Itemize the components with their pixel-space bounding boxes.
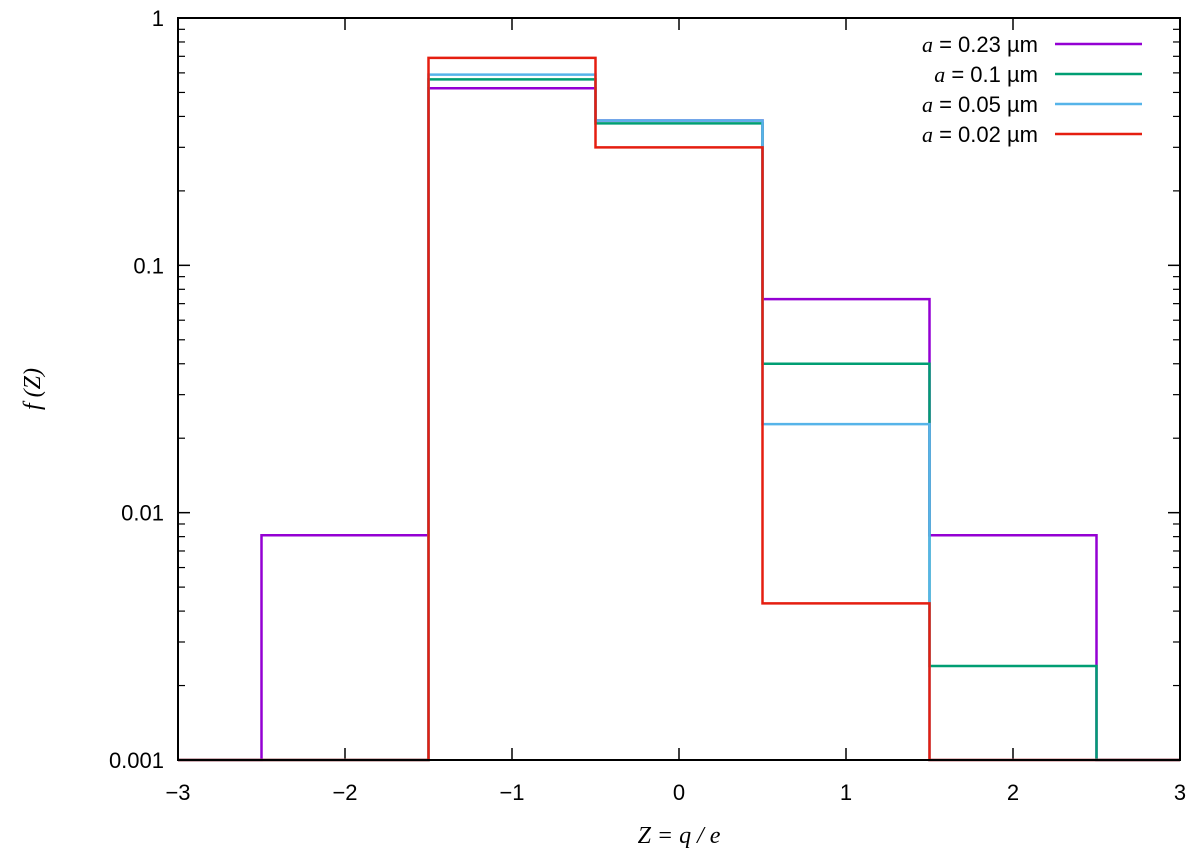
series-line-3: [178, 73, 1180, 762]
legend: a = 0.23 µm a = 0.1 µm a = 0.05 µm a = 0.02…: [922, 32, 1142, 147]
x-tick-label: −1: [499, 780, 524, 805]
series-layer: [178, 56, 1180, 762]
x-tick-labels: −3 −2 −1 0 1 2 3: [165, 780, 1186, 805]
y-tick-label: 1: [152, 6, 164, 31]
y-tick-label: 0.01: [121, 501, 164, 526]
x-tick-label: 1: [840, 780, 852, 805]
y-tick-label: 0.1: [133, 253, 164, 278]
y-tick-label: 0.001: [109, 748, 164, 773]
x-tick-label: 3: [1174, 780, 1186, 805]
x-tick-label: 0: [673, 780, 685, 805]
y-tick-labels: 0.001 0.01 0.1 1: [109, 6, 164, 773]
x-axis-label: Z = q / e: [638, 823, 721, 849]
x-tick-label: −2: [332, 780, 357, 805]
y-axis-label: f (Z): [20, 368, 46, 410]
legend-label: a = 0.02 µm: [922, 122, 1038, 147]
legend-label: a = 0.05 µm: [922, 92, 1038, 117]
series-line-2: [178, 78, 1180, 762]
legend-label: a = 0.23 µm: [922, 32, 1038, 57]
plot-frame: [177, 17, 1181, 761]
series-line-4: [178, 56, 1180, 762]
x-tick-label: 2: [1007, 780, 1019, 805]
x-tick-label: −3: [165, 780, 190, 805]
legend-label: a = 0.1 µm: [934, 62, 1038, 87]
series-line-1: [178, 86, 1180, 762]
